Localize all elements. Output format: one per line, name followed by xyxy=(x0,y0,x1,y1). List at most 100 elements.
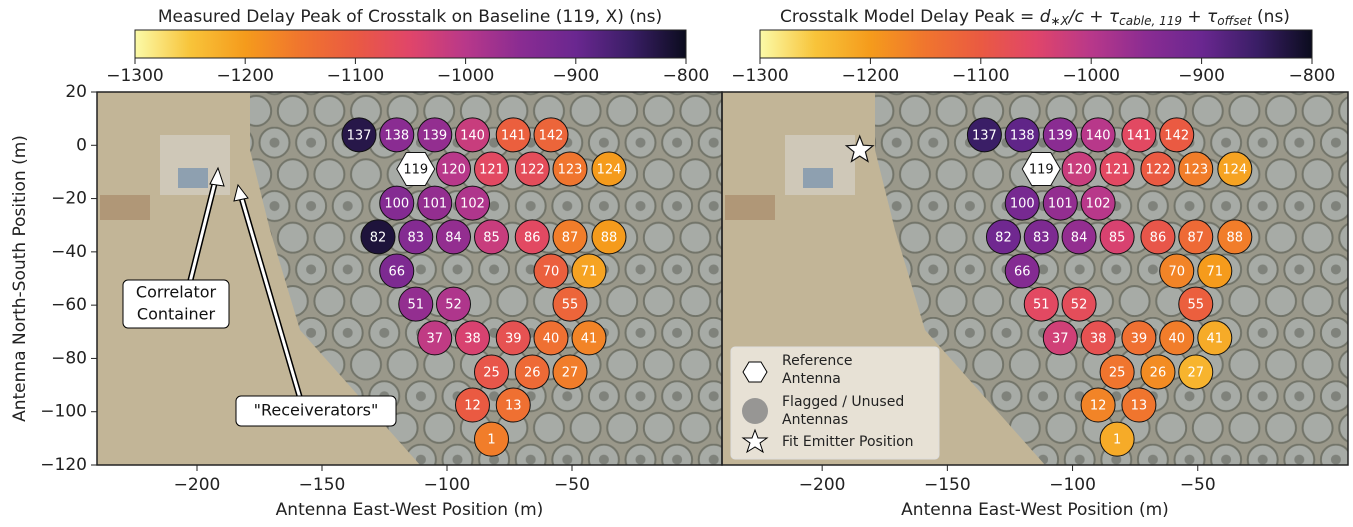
y-tick-label: 20 xyxy=(65,82,87,102)
antenna-point xyxy=(514,354,550,390)
colorbar-title: Crosstalk Model Delay Peak = d∗X/c + τca… xyxy=(780,7,1290,28)
colorbar-tick-label: −800 xyxy=(663,66,710,86)
antenna-label: 141 xyxy=(1127,128,1152,143)
antenna-label: 123 xyxy=(1183,162,1208,177)
antenna-label: 37 xyxy=(1052,331,1069,346)
antenna-point xyxy=(1099,219,1135,255)
antenna-point xyxy=(1023,219,1059,255)
antenna-point xyxy=(552,219,588,255)
x-axis-label: Antenna East-West Position (m) xyxy=(901,500,1169,520)
antenna-point xyxy=(379,185,415,221)
colorbar-tick-label: −1000 xyxy=(437,66,495,86)
antenna-point xyxy=(1178,286,1214,322)
antenna-point xyxy=(1004,185,1040,221)
antenna-label: 55 xyxy=(1187,298,1204,313)
antenna-point xyxy=(1061,219,1097,255)
x-tick-label: −150 xyxy=(299,475,346,495)
antenna-point xyxy=(1099,354,1135,390)
antenna-label: 13 xyxy=(505,399,522,414)
antenna-label: 124 xyxy=(1222,162,1247,177)
antenna-label: 139 xyxy=(422,128,447,143)
antenna-label: 52 xyxy=(1071,298,1088,313)
legend-label: Fit Emitter Position xyxy=(782,434,914,450)
antenna-point xyxy=(398,219,434,255)
annotation: Correlator Container "Receiverators" xyxy=(122,166,397,427)
antenna-point xyxy=(1121,117,1157,153)
colorbar-title: Measured Delay Peak of Crosstalk on Base… xyxy=(158,7,662,27)
antenna-label: 142 xyxy=(539,128,564,143)
antenna-label: 12 xyxy=(464,399,481,414)
y-axis-label: Antenna North-South Position (m) xyxy=(10,135,30,422)
antenna-point xyxy=(1121,387,1157,423)
antenna-point xyxy=(474,421,509,457)
antenna-point xyxy=(966,117,1002,153)
antenna-point xyxy=(1140,354,1176,390)
colorbar-tick-label: −900 xyxy=(1178,66,1225,86)
antenna-point xyxy=(1061,286,1097,322)
antenna-point xyxy=(1004,253,1040,289)
antenna-label: 41 xyxy=(581,331,598,346)
antenna-label: 25 xyxy=(1109,366,1126,381)
antenna-point xyxy=(1042,320,1078,356)
antenna-label: 140 xyxy=(460,128,485,143)
antenna-label: 120 xyxy=(1067,162,1092,177)
antenna-point xyxy=(533,117,569,153)
antenna-point xyxy=(436,286,471,322)
antenna-label: 83 xyxy=(1033,230,1050,245)
antenna-label: 66 xyxy=(1014,265,1031,280)
antenna-point xyxy=(417,185,453,221)
colorbar-tick-label: −1000 xyxy=(1062,66,1120,86)
antenna-label: 124 xyxy=(597,162,622,177)
antenna-label: 138 xyxy=(1010,128,1035,143)
antenna-label: 82 xyxy=(995,230,1012,245)
emitter-position xyxy=(844,134,875,163)
legend-label: Antennas xyxy=(782,412,848,428)
antenna-point xyxy=(1178,219,1214,255)
antenna-label: 121 xyxy=(479,162,504,177)
antenna-label: 140 xyxy=(1086,128,1111,143)
antenna-point xyxy=(1140,151,1176,187)
antenna-point xyxy=(591,151,627,187)
antenna-point xyxy=(455,320,490,356)
reference-antenna xyxy=(1021,152,1061,186)
antenna-point xyxy=(474,219,509,255)
colorbar-tick-label: −1200 xyxy=(842,66,900,86)
reference-label: 119 xyxy=(403,162,428,177)
legend-label: Antenna xyxy=(782,371,841,387)
colorbar-tick-label: −1300 xyxy=(106,66,164,86)
antenna-label: 13 xyxy=(1131,399,1148,414)
antenna-label: 123 xyxy=(558,162,583,177)
antenna-point xyxy=(1159,117,1195,153)
y-tick-label: −80 xyxy=(51,348,87,368)
colorbar-tick-label: −1200 xyxy=(216,66,274,86)
x-tick-label: −200 xyxy=(174,475,221,495)
antenna-label: 26 xyxy=(1150,366,1167,381)
antenna-point xyxy=(436,151,471,187)
antenna-label: 51 xyxy=(407,298,424,313)
y-tick-label: −60 xyxy=(51,295,87,315)
antenna-point xyxy=(1023,286,1059,322)
colorbar-tick-label: −1300 xyxy=(731,66,789,86)
antenna-label: 120 xyxy=(441,162,466,177)
antenna-point xyxy=(985,219,1021,255)
legend-label: Reference xyxy=(782,353,853,369)
antenna-label: 26 xyxy=(524,366,541,381)
antenna-label: 122 xyxy=(1146,162,1171,177)
antenna-label: 122 xyxy=(520,162,545,177)
antenna-label: 38 xyxy=(1090,331,1107,346)
antenna-point xyxy=(1080,387,1116,423)
antenna-label: 27 xyxy=(562,366,579,381)
antenna-point xyxy=(1099,421,1135,457)
antenna-point xyxy=(379,253,415,289)
antenna-label: 137 xyxy=(972,128,997,143)
reference-antenna xyxy=(396,152,436,186)
colorbar xyxy=(759,29,1313,59)
antenna-label: 39 xyxy=(1131,331,1148,346)
antenna-point xyxy=(552,151,588,187)
reference-label: 119 xyxy=(1029,162,1054,177)
antenna-point xyxy=(474,151,509,187)
antenna-point xyxy=(495,117,531,153)
antenna-point xyxy=(533,320,569,356)
antenna-label: 88 xyxy=(601,230,618,245)
x-tick-label: −150 xyxy=(924,475,971,495)
